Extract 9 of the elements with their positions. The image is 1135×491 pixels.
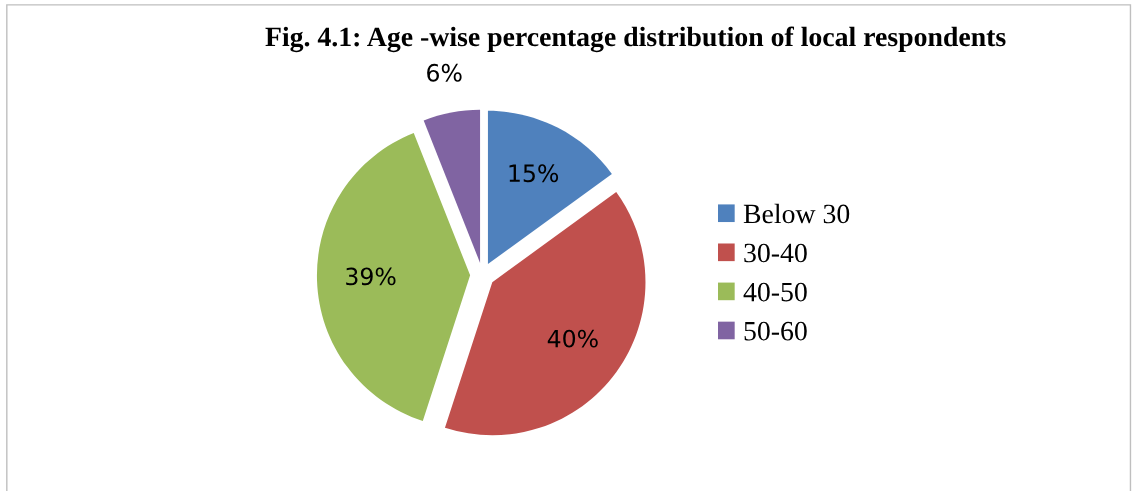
legend-label: 30-40 [744, 243, 807, 263]
data-label: 6% [427, 63, 462, 82]
data-label: 40% [547, 329, 598, 348]
data-label: 15% [509, 164, 559, 183]
chart-title: Fig. 4.1: Age -wise percentage distribution of local respondents [265, 26, 1006, 53]
data-label: 39% [346, 267, 396, 286]
legend-label: 40-50 [743, 282, 807, 302]
legend-label: Below 30 [743, 203, 850, 224]
legend-label: 50-60 [744, 321, 807, 341]
